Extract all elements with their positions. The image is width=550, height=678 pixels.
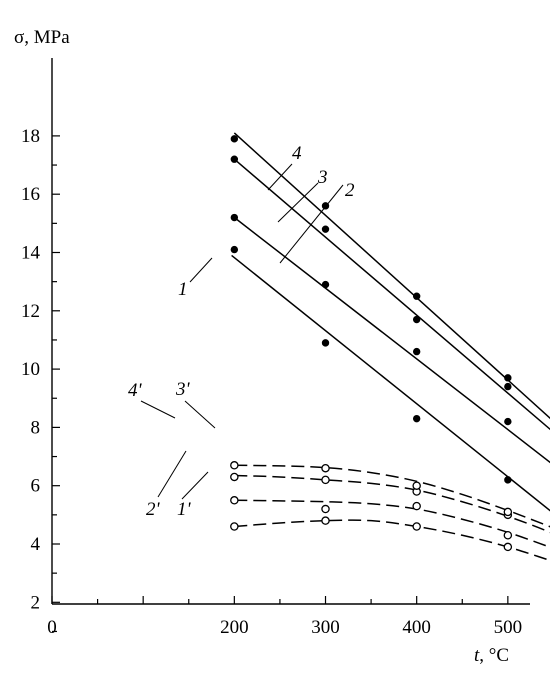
data-point-4	[231, 136, 237, 142]
x-tick-label: 500	[494, 617, 523, 638]
x-axis-title: t, °C	[474, 645, 509, 666]
label-leader-1p	[182, 472, 208, 499]
x-tick-label: 200	[220, 617, 249, 638]
fit-lines	[232, 133, 550, 576]
series-label-2p: 2'	[146, 499, 161, 520]
data-point-1	[322, 340, 328, 346]
data-point-4	[505, 375, 511, 381]
y-axis-title: σ, MPa	[14, 27, 70, 48]
data-point-1p	[504, 543, 511, 550]
label-leader-2p	[158, 451, 186, 497]
data-point-3	[505, 383, 511, 389]
series-label-leaders	[141, 164, 343, 499]
tick-marks	[52, 136, 550, 632]
data-point-2p	[504, 532, 511, 539]
data-point-4p	[322, 465, 329, 472]
series-label-1: 1	[178, 279, 188, 300]
fit-line-4	[234, 133, 550, 462]
data-markers	[231, 136, 550, 583]
data-point-3	[231, 156, 237, 162]
series-label-4p: 4'	[128, 380, 143, 401]
fit-line-2p	[234, 500, 550, 564]
label-leader-1	[190, 258, 212, 282]
data-point-2p	[322, 505, 329, 512]
y-tick-label: 6	[31, 476, 41, 497]
y-tick-label: 8	[31, 417, 41, 438]
series-label-3: 3	[317, 167, 328, 188]
data-point-2p	[231, 497, 238, 504]
fit-line-2	[234, 218, 550, 501]
y-tick-label: 10	[21, 359, 40, 380]
label-leader-4p	[141, 401, 175, 418]
series-label-3p: 3'	[175, 379, 191, 400]
data-point-3p	[322, 476, 329, 483]
fit-line-1p	[234, 520, 550, 576]
data-point-2	[231, 214, 237, 220]
data-point-1p	[413, 523, 420, 530]
data-point-1	[413, 415, 419, 421]
x-axis-unit: , °C	[479, 645, 509, 666]
data-point-4	[322, 203, 328, 209]
x-tick-label: 300	[311, 617, 340, 638]
data-point-4	[413, 293, 419, 299]
data-point-2	[505, 418, 511, 424]
data-point-2	[413, 348, 419, 354]
data-point-4p	[231, 462, 238, 469]
data-point-4p	[413, 482, 420, 489]
y-tick-label: 18	[21, 126, 40, 147]
y-tick-label: 2	[31, 592, 41, 613]
data-point-1p	[322, 517, 329, 524]
data-point-4p	[504, 508, 511, 515]
data-point-3	[413, 316, 419, 322]
data-point-3p	[231, 473, 238, 480]
data-point-1	[505, 477, 511, 483]
series-label-1p: 1'	[177, 499, 192, 520]
fit-line-3	[234, 159, 550, 471]
y-tick-label: 12	[21, 301, 40, 322]
x-tick-label: 0	[47, 617, 57, 638]
data-point-1p	[231, 523, 238, 530]
label-leader-4	[268, 164, 292, 190]
label-leader-2	[280, 185, 343, 263]
y-tick-label: 4	[31, 534, 41, 555]
data-point-3	[322, 226, 328, 232]
data-point-1	[231, 246, 237, 252]
series-labels: 1 234 1' 2' 3' 4'	[128, 143, 355, 520]
x-tick-label: 400	[402, 617, 431, 638]
y-tick-label: 16	[21, 184, 40, 205]
series-label-4: 4	[292, 143, 302, 164]
y-tick-label: 14	[21, 243, 41, 264]
data-point-2p	[413, 503, 420, 510]
label-leader-3p	[185, 401, 215, 428]
data-point-2	[322, 281, 328, 287]
axes	[52, 58, 530, 604]
series-label-2: 2	[345, 180, 355, 201]
fit-line-3p	[234, 475, 550, 555]
